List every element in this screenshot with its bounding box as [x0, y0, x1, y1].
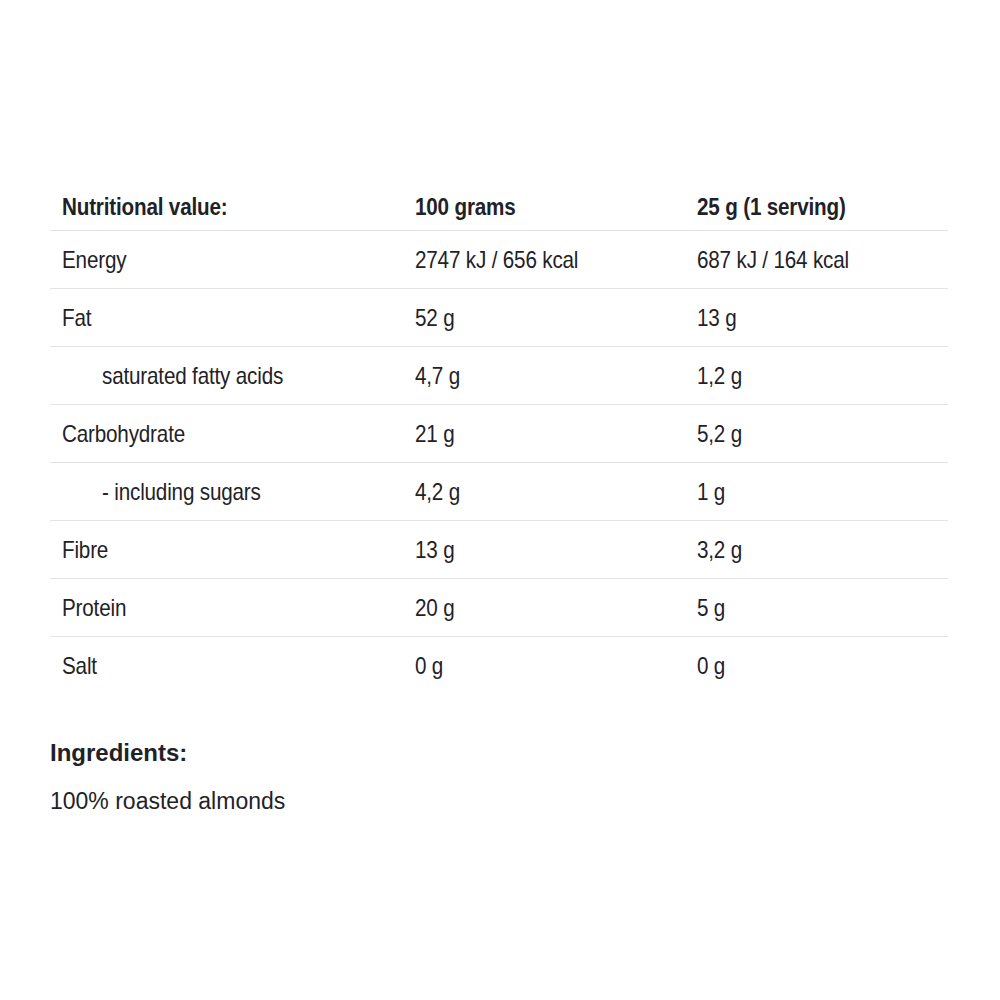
row-value-per-100g: 52 g [415, 304, 454, 332]
row-value-per-serving: 5 g [697, 594, 725, 622]
column-header-per-serving-label: 25 g (1 serving) [697, 193, 846, 221]
product-nutrition-page: Nutritional value: 100 grams 25 g (1 ser… [0, 0, 1000, 1000]
row-value-per-100g-cell: 20 g [415, 594, 697, 622]
row-label-cell: saturated fatty acids [50, 362, 415, 390]
row-value-per-serving-cell: 5,2 g [697, 420, 948, 448]
row-label-cell: Fat [50, 304, 415, 332]
table-header-row: Nutritional value: 100 grams 25 g (1 ser… [50, 184, 948, 231]
row-label-cell: Protein [50, 594, 415, 622]
row-label: Protein [62, 594, 126, 622]
row-value-per-100g-cell: 52 g [415, 304, 697, 332]
row-label-cell: Salt [50, 652, 415, 680]
table-row: Protein 20 g 5 g [50, 579, 948, 637]
row-value-per-100g: 4,7 g [415, 362, 460, 390]
row-value-per-100g-cell: 4,2 g [415, 478, 697, 506]
row-value-per-serving-cell: 0 g [697, 652, 948, 680]
row-value-per-100g: 21 g [415, 420, 454, 448]
row-value-per-serving: 1 g [697, 478, 725, 506]
row-label-cell: - including sugars [50, 478, 415, 506]
row-value-per-serving-cell: 687 kJ / 164 kcal [697, 246, 948, 274]
row-label-cell: Fibre [50, 536, 415, 564]
column-header-per-100g-label: 100 grams [415, 193, 516, 221]
row-value-per-serving: 687 kJ / 164 kcal [697, 246, 849, 274]
row-label: Carbohydrate [62, 420, 185, 448]
row-label-cell: Carbohydrate [50, 420, 415, 448]
row-label: Fibre [62, 536, 108, 564]
column-header-per-100g: 100 grams [415, 193, 697, 221]
table-row: Salt 0 g 0 g [50, 637, 948, 694]
table-row: Fibre 13 g 3,2 g [50, 521, 948, 579]
column-header-nutrient: Nutritional value: [50, 193, 415, 221]
row-label: - including sugars [102, 478, 261, 506]
row-value-per-100g-cell: 13 g [415, 536, 697, 564]
row-value-per-serving-cell: 1,2 g [697, 362, 948, 390]
column-header-nutrient-label: Nutritional value: [62, 193, 227, 221]
table-row: Energy 2747 kJ / 656 kcal 687 kJ / 164 k… [50, 231, 948, 289]
row-value-per-100g: 2747 kJ / 656 kcal [415, 246, 578, 274]
row-value-per-serving: 0 g [697, 652, 725, 680]
row-value-per-serving: 1,2 g [697, 362, 742, 390]
row-value-per-100g-cell: 0 g [415, 652, 697, 680]
table-row: saturated fatty acids 4,7 g 1,2 g [50, 347, 948, 405]
ingredients-text: 100% roasted almonds [50, 785, 1000, 817]
table-row: - including sugars 4,2 g 1 g [50, 463, 948, 521]
row-value-per-serving: 13 g [697, 304, 736, 332]
column-header-per-serving: 25 g (1 serving) [697, 193, 948, 221]
row-value-per-serving-cell: 13 g [697, 304, 948, 332]
row-value-per-serving: 5,2 g [697, 420, 742, 448]
row-value-per-serving-cell: 1 g [697, 478, 948, 506]
row-value-per-100g-cell: 4,7 g [415, 362, 697, 390]
row-label: Energy [62, 246, 126, 274]
row-value-per-100g-cell: 21 g [415, 420, 697, 448]
table-row: Carbohydrate 21 g 5,2 g [50, 405, 948, 463]
row-value-per-serving-cell: 5 g [697, 594, 948, 622]
row-label: saturated fatty acids [102, 362, 283, 390]
row-value-per-100g: 0 g [415, 652, 443, 680]
row-value-per-100g: 13 g [415, 536, 454, 564]
row-label-cell: Energy [50, 246, 415, 274]
table-row: Fat 52 g 13 g [50, 289, 948, 347]
row-label: Fat [62, 304, 91, 332]
row-value-per-100g: 4,2 g [415, 478, 460, 506]
row-value-per-100g-cell: 2747 kJ / 656 kcal [415, 246, 697, 274]
ingredients-heading: Ingredients: [50, 737, 1000, 769]
row-label: Salt [62, 652, 97, 680]
row-value-per-serving: 3,2 g [697, 536, 742, 564]
nutrition-table: Nutritional value: 100 grams 25 g (1 ser… [50, 184, 948, 694]
ingredients-section: Ingredients: 100% roasted almonds [50, 737, 1000, 817]
row-value-per-serving-cell: 3,2 g [697, 536, 948, 564]
row-value-per-100g: 20 g [415, 594, 454, 622]
